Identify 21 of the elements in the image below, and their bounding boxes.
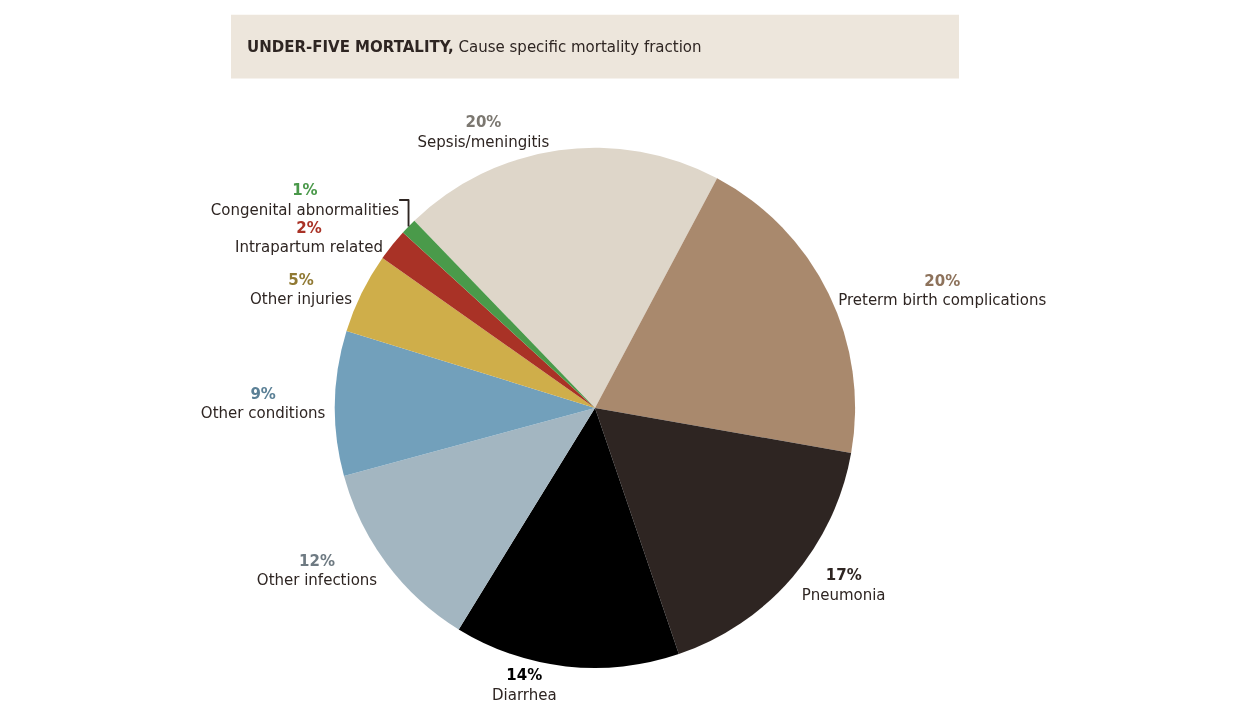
slice-label: Other conditions (200, 404, 326, 423)
chart-title: UNDER-FIVE MORTALITY, Cause specific mortality fraction (247, 38, 702, 56)
slice-label: Other injuries (249, 290, 353, 309)
data-label: 9% (250, 384, 276, 403)
data-label: 1% (292, 181, 318, 200)
data-label: 5% (288, 270, 314, 289)
data-label: 12% (299, 551, 335, 570)
slice-label: Congenital abnormalities (210, 200, 400, 219)
slice-label: Intrapartum related (235, 238, 383, 257)
pie-slice (335, 330, 595, 477)
data-label: 20% (924, 271, 961, 290)
data-label: 20% (465, 113, 502, 132)
slice-label: Preterm birth complications (838, 291, 1047, 310)
data-label: 17% (825, 566, 862, 585)
slice-label: Diarrhea (491, 685, 557, 704)
slice-label: Pneumonia (801, 585, 886, 604)
slice-label: Sepsis/meningitis (417, 132, 550, 151)
data-label: 14% (506, 666, 543, 685)
data-label: 2% (296, 218, 322, 237)
pie-slice (458, 407, 679, 668)
slice-label: Other infections (256, 571, 378, 590)
